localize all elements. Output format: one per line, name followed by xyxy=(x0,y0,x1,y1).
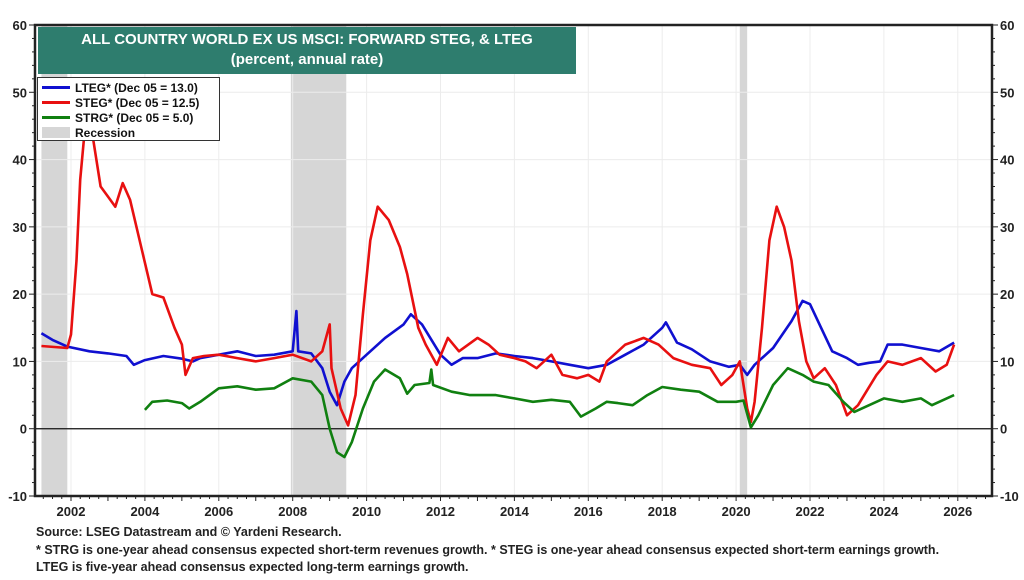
y-tick-label-left: 0 xyxy=(20,422,27,437)
x-tick-label: 2022 xyxy=(796,504,825,519)
legend-swatch-lteg xyxy=(42,86,70,89)
y-tick-label-right: 40 xyxy=(1000,153,1014,168)
x-tick-label: 2006 xyxy=(204,504,233,519)
y-tick-label-left: 20 xyxy=(13,287,27,302)
legend-item-recession: Recession xyxy=(42,125,215,140)
y-tick-label-right: 20 xyxy=(1000,287,1014,302)
chart-title: ALL COUNTRY WORLD EX US MSCI: FORWARD ST… xyxy=(81,31,533,48)
y-tick-label-left: 30 xyxy=(13,220,27,235)
legend-label-steg: STEG* (Dec 05 = 12.5) xyxy=(75,95,200,110)
x-tick-label: 2002 xyxy=(57,504,86,519)
axis-ticks xyxy=(29,24,998,501)
y-axis-left: -10 0 10 20 30 40 50 60 xyxy=(8,18,27,504)
y-tick-label-right: 10 xyxy=(1000,354,1014,369)
x-tick-label: 2026 xyxy=(943,504,972,519)
recession-band xyxy=(739,25,748,496)
series-lteg xyxy=(40,299,955,407)
chart-title-banner: ALL COUNTRY WORLD EX US MSCI: FORWARD ST… xyxy=(38,27,576,74)
x-axis: 2002 2004 2006 2008 2010 2012 2014 2016 2018 2020… xyxy=(57,504,973,519)
x-tick-label: 2020 xyxy=(722,504,751,519)
legend-item-strg: STRG* (Dec 05 = 5.0) xyxy=(42,110,215,125)
footnote-strg-steg: * STRG is one-year ahead consensus expec… xyxy=(36,542,940,557)
legend-label-strg: STRG* (Dec 05 = 5.0) xyxy=(75,110,194,125)
x-tick-label: 2014 xyxy=(500,504,530,519)
x-tick-label: 2018 xyxy=(648,504,677,519)
footer: Source: LSEG Datastream and © Yardeni Re… xyxy=(36,524,939,577)
y-tick-label-right: 0 xyxy=(1000,422,1007,437)
y-tick-label-left: 50 xyxy=(13,85,27,100)
y-tick-label-left: 60 xyxy=(13,18,27,33)
x-tick-label: 2010 xyxy=(352,504,381,519)
legend-swatch-steg xyxy=(42,101,70,104)
y-tick-label-right: 60 xyxy=(1000,18,1014,33)
x-tick-label: 2008 xyxy=(278,504,307,519)
y-tick-label-right: 50 xyxy=(1000,85,1014,100)
plot-frame xyxy=(33,23,994,498)
y-tick-label-left: 40 xyxy=(13,153,27,168)
legend-item-lteg: LTEG* (Dec 05 = 13.0) xyxy=(42,80,215,95)
x-tick-label: 2024 xyxy=(869,504,899,519)
x-tick-label: 2016 xyxy=(574,504,603,519)
y-tick-label-left: -10 xyxy=(8,489,27,504)
y-tick-label-right: 30 xyxy=(1000,220,1014,235)
legend-label-recession: Recession xyxy=(75,125,136,140)
source-note: Source: LSEG Datastream and © Yardeni Re… xyxy=(36,525,342,539)
series-strg xyxy=(143,366,955,459)
series-lines xyxy=(40,138,956,459)
chart-subtitle: (percent, annual rate) xyxy=(230,51,384,68)
recession-band xyxy=(290,25,347,496)
series-steg xyxy=(41,138,956,427)
legend: LTEG* (Dec 05 = 13.0) STEG* (Dec 05 = 12… xyxy=(37,77,220,141)
y-axis-right: -10 0 10 20 30 40 50 60 xyxy=(1000,18,1019,504)
legend-swatch-recession xyxy=(42,127,70,138)
legend-item-steg: STEG* (Dec 05 = 12.5) xyxy=(42,95,215,110)
y-tick-label-left: 10 xyxy=(13,354,27,369)
x-tick-label: 2012 xyxy=(426,504,455,519)
x-tick-label: 2004 xyxy=(130,504,160,519)
y-tick-label-right: -10 xyxy=(1000,489,1019,504)
legend-swatch-strg xyxy=(42,116,70,119)
legend-label-lteg: LTEG* (Dec 05 = 13.0) xyxy=(75,80,198,95)
footnote-lteg: LTEG is five-year ahead consensus expect… xyxy=(36,560,469,574)
